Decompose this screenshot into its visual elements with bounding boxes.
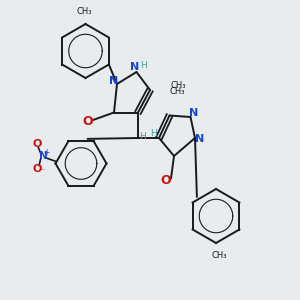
Text: N: N bbox=[109, 76, 118, 86]
Text: H: H bbox=[140, 61, 146, 70]
Text: +: + bbox=[43, 148, 50, 157]
Text: ⁻: ⁻ bbox=[40, 167, 44, 176]
Text: N: N bbox=[189, 108, 198, 118]
Text: N: N bbox=[195, 134, 204, 144]
Text: CH₃: CH₃ bbox=[171, 81, 187, 90]
Text: N: N bbox=[130, 61, 140, 72]
Text: H: H bbox=[139, 132, 146, 141]
Text: O: O bbox=[160, 174, 171, 188]
Text: N: N bbox=[38, 151, 47, 161]
Text: O: O bbox=[82, 115, 93, 128]
Text: O: O bbox=[33, 164, 42, 174]
Text: CH₃: CH₃ bbox=[76, 8, 92, 16]
Text: CH₃: CH₃ bbox=[169, 87, 185, 96]
Text: CH₃: CH₃ bbox=[211, 250, 227, 260]
Text: O: O bbox=[32, 139, 42, 149]
Text: H: H bbox=[150, 129, 157, 138]
